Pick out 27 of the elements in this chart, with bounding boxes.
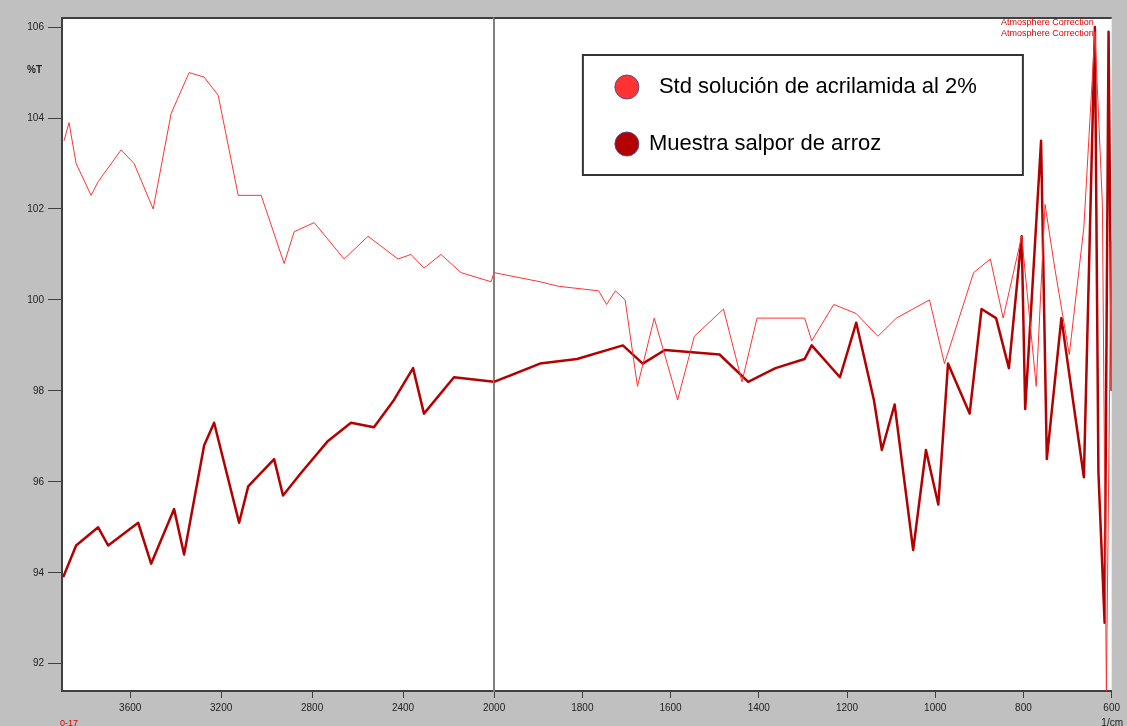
y-tick-label: 92 xyxy=(32,657,45,669)
legend-label: Muestra salpor de arroz xyxy=(648,130,882,156)
y-tick-label: 94 xyxy=(32,566,45,578)
y-tick-label: 104 xyxy=(27,111,45,123)
x-tick-label: 3200 xyxy=(210,701,233,713)
x-tick-label: 2000 xyxy=(483,701,506,713)
x-tick-label: 3600 xyxy=(119,701,142,713)
x-tick-label: 1000 xyxy=(924,701,947,713)
x-tick-label: 1600 xyxy=(659,701,683,713)
x-axis-title: 1/cm xyxy=(1101,716,1123,726)
x-tick-label: 1400 xyxy=(747,701,771,713)
x-tick-label: 1800 xyxy=(571,701,594,713)
x-tick-label: 600 xyxy=(1103,701,1121,713)
y-tick-label: 96 xyxy=(32,475,45,487)
x-tick-label: 2400 xyxy=(391,701,415,713)
y-tick-label: 106 xyxy=(27,20,45,32)
y-tick-label: 100 xyxy=(27,293,45,305)
x-tick-label: 800 xyxy=(1015,701,1033,713)
x-tick-label: 1200 xyxy=(835,701,859,713)
text: 0-17 xyxy=(60,718,79,726)
annotation: Atmosphere Correction xyxy=(1001,17,1094,28)
legend-label: Std solución de acrilamida al 2% xyxy=(658,73,977,99)
y-tick-label: 102 xyxy=(27,202,45,214)
y-tick-label: 98 xyxy=(32,384,45,396)
annotation: Atmosphere Correction xyxy=(1001,28,1094,39)
x-tick-label: 2800 xyxy=(300,701,324,713)
y-axis-title: %T xyxy=(27,63,42,75)
